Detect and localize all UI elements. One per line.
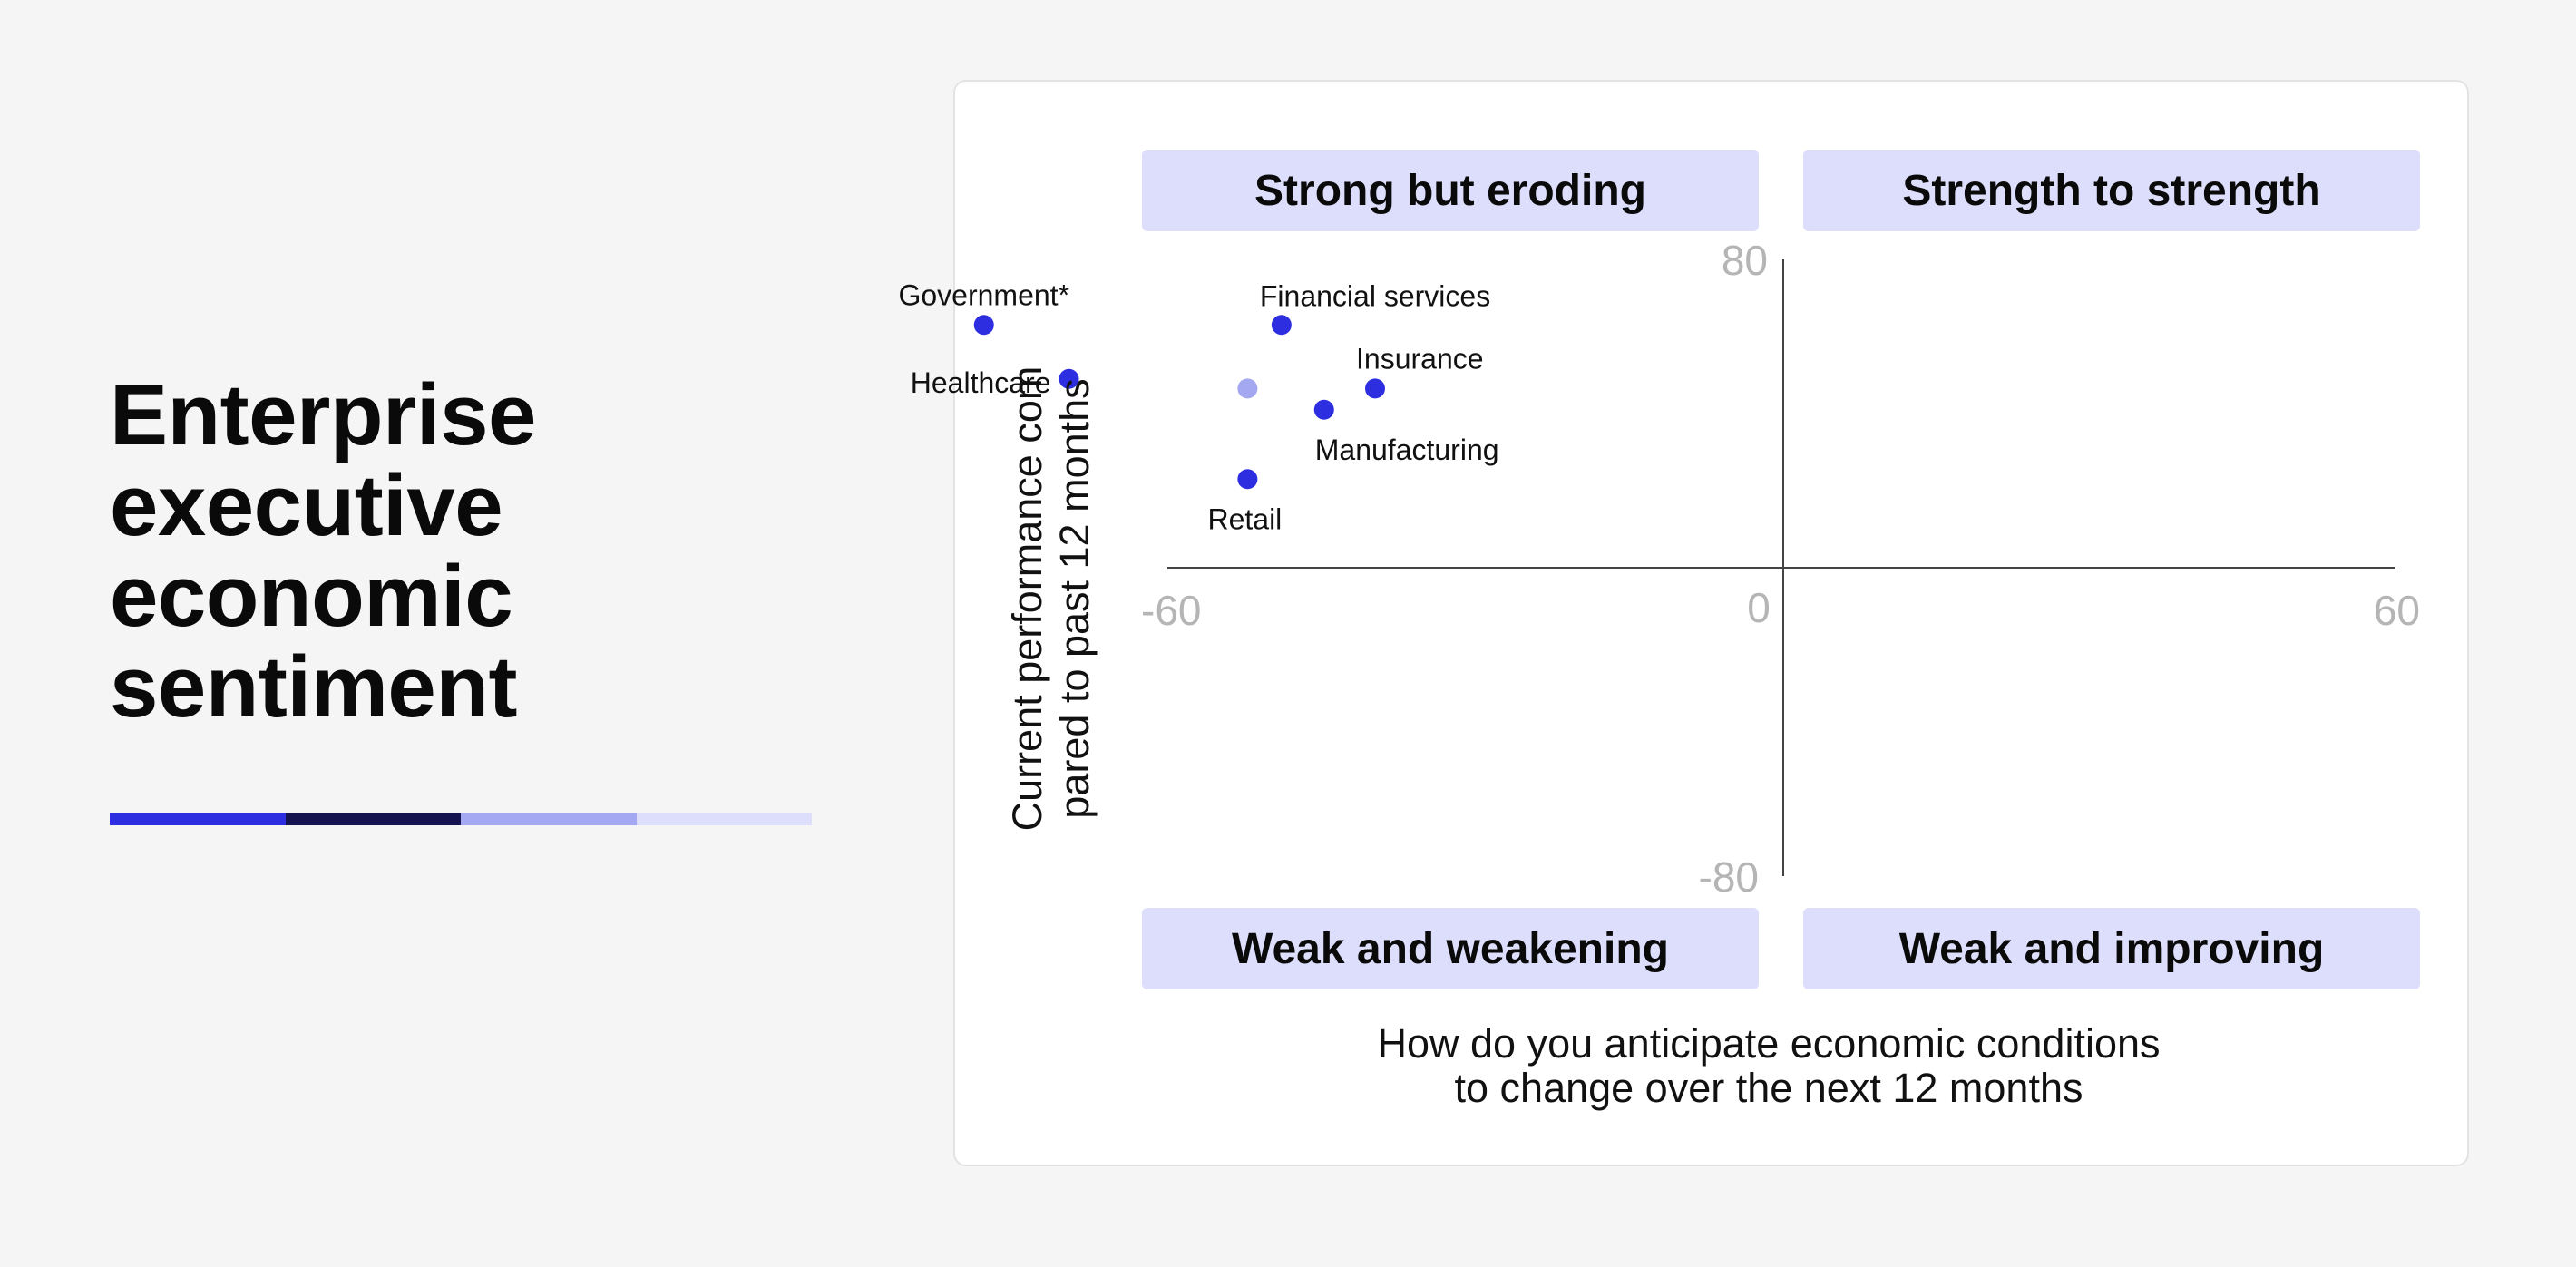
data-point-label: Manufacturing bbox=[1315, 434, 1499, 466]
x-tick-label: 60 bbox=[2374, 587, 2420, 634]
rule-segment-1 bbox=[110, 813, 286, 825]
data-point bbox=[1237, 378, 1258, 399]
x-axis-label-line: to change over the next 12 months bbox=[1454, 1065, 2083, 1111]
data-point-label: Government* bbox=[898, 278, 1069, 311]
page-title: Enterprise executive economic sentiment bbox=[110, 366, 536, 736]
data-point bbox=[1059, 368, 1079, 389]
data-point-label: Retail bbox=[1207, 502, 1282, 535]
x-axis-label-line: How do you anticipate economic condition… bbox=[1377, 1020, 2161, 1067]
y-tick-label: 80 bbox=[1722, 237, 1768, 284]
quadrant-label-top-left: Strong but eroding bbox=[1142, 150, 1759, 231]
x-tick-label: -60 bbox=[1141, 587, 1201, 634]
y-axis-label: Current performance com pared to past 12… bbox=[1004, 317, 1098, 880]
data-point bbox=[1313, 399, 1334, 420]
data-point-label: Financial services bbox=[1260, 279, 1490, 312]
x-tick-label: 0 bbox=[1747, 584, 1771, 631]
data-point bbox=[1271, 315, 1292, 336]
quadrant-label-top-right: Strength to strength bbox=[1803, 150, 2420, 231]
quadrant-label-bottom-left: Weak and weakening bbox=[1142, 908, 1759, 989]
rule-segment-2 bbox=[285, 813, 461, 825]
data-point-label: Healthcare bbox=[911, 366, 1051, 399]
quadrant-label-bottom-right: Weak and improving bbox=[1803, 908, 2420, 989]
y-axis-label-line: pared to past 12 months bbox=[1051, 378, 1098, 819]
title-color-rule bbox=[110, 813, 812, 825]
y-axis-label-line: Current performance com bbox=[1004, 365, 1050, 832]
rule-segment-4 bbox=[636, 813, 812, 825]
data-point bbox=[1237, 469, 1258, 490]
y-tick-label: -80 bbox=[1699, 853, 1759, 901]
points-layer: Government* Financial services Healthcare I… bbox=[898, 278, 1498, 535]
rule-segment-3 bbox=[461, 813, 637, 825]
data-point-label: Insurance bbox=[1356, 342, 1484, 375]
x-axis-label: How do you anticipate economic condition… bbox=[1225, 1021, 2313, 1110]
data-point bbox=[1365, 378, 1385, 399]
data-point bbox=[973, 315, 994, 336]
